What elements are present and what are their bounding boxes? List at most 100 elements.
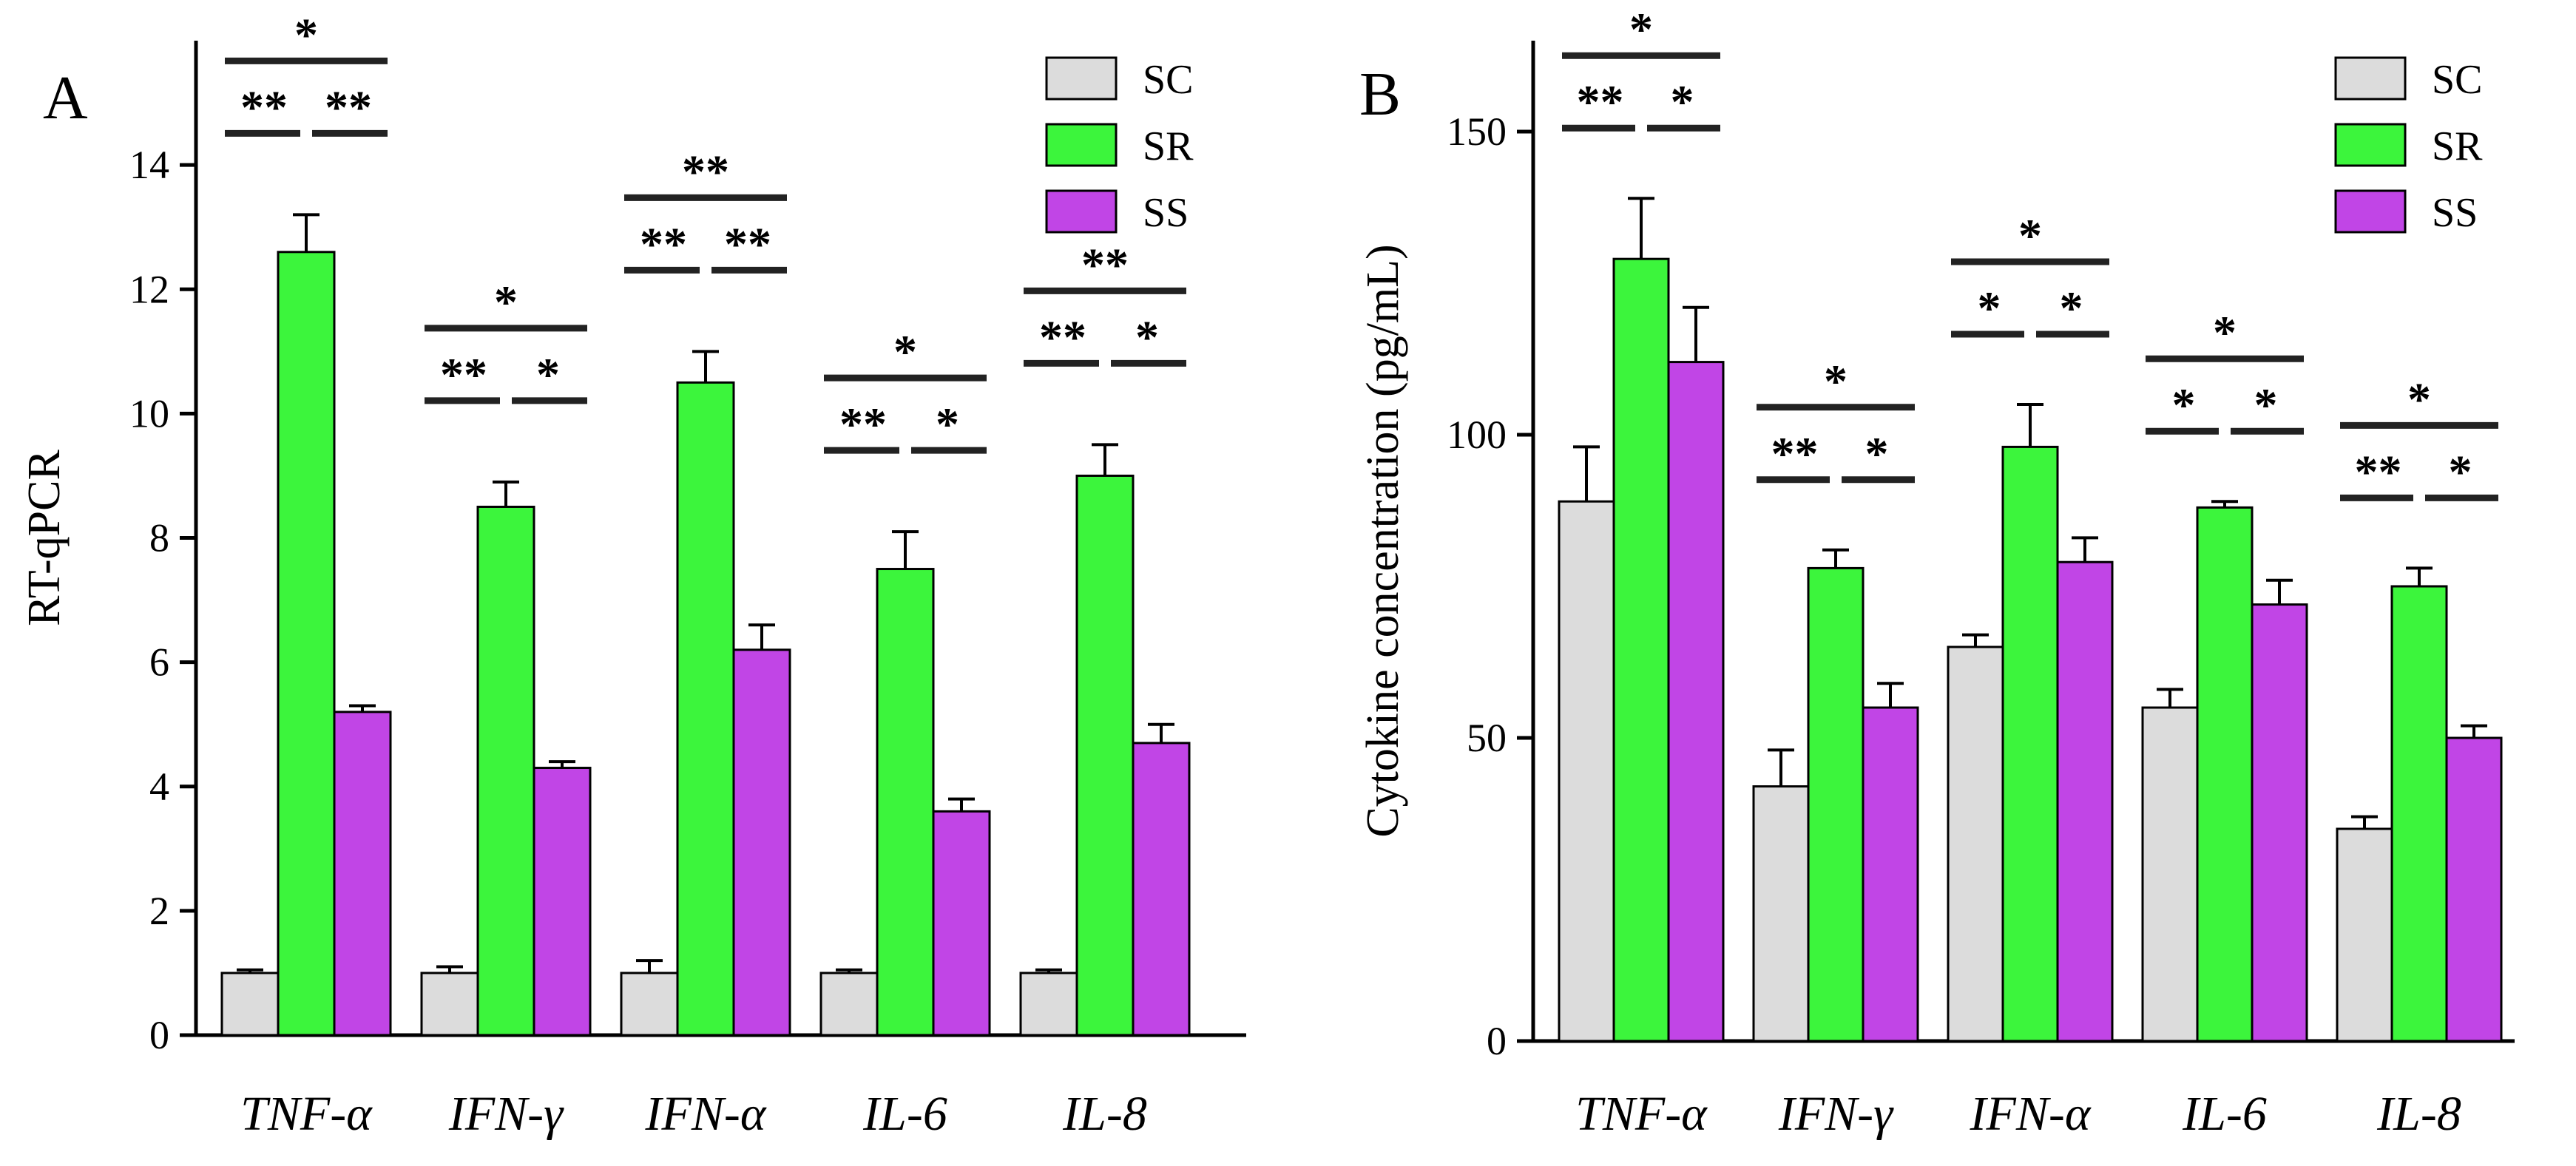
legend-label-ss: SS [2432,190,2478,236]
bar-sc-ifn- [420,972,479,1037]
legend-swatch-sc [2334,56,2407,101]
legend-label-sc: SC [1143,57,1194,103]
legend-swatch-sc [1045,56,1118,101]
y-tick-label: 100 [1447,413,1507,457]
legend-swatch-ss [1045,189,1118,234]
y-tick-label: 2 [149,889,169,933]
sig-label-sr-ss: * [536,348,560,401]
sig-label-sr-ss: * [1865,427,1889,480]
x-category-label: IFN-γ [1778,1087,1894,1141]
bar-sc-il-8 [1019,972,1078,1037]
sig-label-sr-ss: * [936,398,959,450]
bar-ss-tnf- [333,711,392,1037]
bar-sr-il-8 [1075,474,1135,1037]
sig-label-sc-sr: ** [1039,311,1086,363]
legend-label-sr: SR [1143,123,1194,169]
bar-sc-tnf- [220,972,280,1037]
x-category-label: IFN-α [645,1087,767,1141]
y-axis-title: RT-qPCR [19,450,70,626]
sig-label-sc-ss: * [294,8,318,61]
legend: SC SR SS [2334,56,2483,236]
bar-sr-il-6 [2196,506,2254,1043]
sig-label-sc-sr: ** [240,81,288,133]
y-tick-label: 12 [129,267,169,311]
bar-ss-ifn- [2056,560,2114,1043]
sig-label-sc-sr: ** [1577,75,1624,128]
y-axis-title: Cytokine concentration (pg/mL) [1358,244,1408,837]
legend-swatch-sr [2334,123,2407,167]
y-tick-label: 4 [149,765,169,809]
sig-label-sc-ss: * [494,276,518,328]
sig-label-sr-ss: * [1671,75,1694,128]
y-tick-label: 0 [1487,1019,1507,1063]
panel-letter: B [1359,60,1401,129]
y-tick-label: 8 [149,516,169,560]
sig-label-sc-ss: ** [682,145,729,197]
sig-label-sc-sr: ** [839,398,887,450]
y-tick-label: 50 [1467,716,1507,760]
bar-ss-ifn- [533,767,592,1037]
bar-ss-ifn- [732,648,791,1037]
sig-label-sr-ss: * [1135,311,1159,363]
sig-label-sc-sr: ** [440,348,487,401]
x-category-label: IL-8 [1062,1087,1147,1141]
bar-sr-ifn- [1807,566,1865,1043]
sig-label-sc-sr: ** [1771,427,1819,480]
sig-label-sr-ss: * [2254,379,2278,431]
sig-label-sc-ss: * [2213,306,2237,359]
bar-ss-tnf- [1667,361,1725,1043]
bar-sc-il-6 [819,972,879,1037]
y-tick-label: 14 [129,143,169,187]
legend-label-sc: SC [2432,57,2483,103]
chart-panel-b: B 0 50 100 150 Cytokine concentration (pg/mL)… [1358,3,2515,1141]
y-tick-label: 0 [149,1013,169,1057]
legend: SC SR SS [1045,56,1194,236]
sig-label-sc-ss: ** [1081,238,1129,291]
bar-sc-ifn- [1947,645,2004,1043]
sig-label-sc-sr: ** [640,217,687,270]
x-category-label: TNF-α [240,1087,373,1141]
x-category-label: IL-6 [2182,1087,2267,1141]
y-tick-label: 150 [1447,109,1507,154]
y-tick-label: 6 [149,640,169,685]
bar-ss-ifn- [1862,706,1919,1043]
bar-sr-tnf- [277,251,336,1037]
sig-label-sr-ss: ** [325,81,372,133]
x-category-label: IFN-α [1970,1087,2092,1141]
bar-sc-tnf- [1558,500,1615,1043]
legend-label-sr: SR [2432,123,2483,169]
sig-label-sc-sr: * [1978,282,2001,334]
sig-label-sc-ss: * [893,325,917,378]
bar-ss-il-8 [2445,736,2503,1043]
sig-label-sr-ss: * [2449,445,2472,498]
sig-label-sr-ss: ** [724,217,771,270]
sig-label-sc-ss: * [2018,209,2042,262]
panel-letter: A [43,64,88,132]
bar-sc-il-8 [2336,827,2393,1043]
bar-sr-tnf- [1612,257,1670,1043]
bar-ss-il-8 [1132,742,1191,1037]
bar-sc-il-6 [2141,706,2199,1043]
sig-label-sc-sr: * [2172,379,2196,431]
x-category-label: IFN-γ [448,1087,564,1141]
bar-sr-il-6 [876,568,935,1037]
sig-label-sc-ss: * [2407,373,2431,425]
sig-label-sc-ss: * [1824,355,1848,407]
bar-ss-il-6 [932,810,991,1037]
legend-label-ss: SS [1143,190,1189,236]
sig-label-sc-ss: * [1629,3,1653,55]
legend-swatch-sr [1045,123,1118,167]
bar-sr-ifn- [676,381,735,1037]
x-category-label: TNF-α [1575,1087,1708,1141]
bar-sr-ifn- [2001,445,2059,1043]
x-category-label: IL-6 [862,1087,947,1141]
sig-label-sr-ss: * [2060,282,2083,334]
x-category-label: IL-8 [2376,1087,2461,1141]
y-tick-label: 10 [129,391,169,435]
legend-swatch-ss [2334,189,2407,234]
sig-label-sc-sr: ** [2355,445,2402,498]
bar-sc-ifn- [1752,785,1810,1043]
bar-sc-ifn- [620,972,679,1037]
